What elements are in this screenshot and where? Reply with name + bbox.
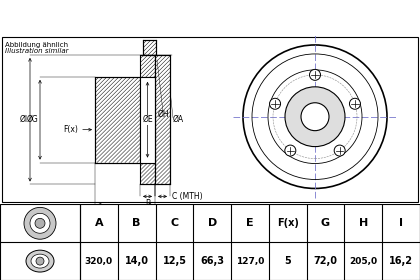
Text: 66,3: 66,3 [200, 256, 224, 266]
Bar [140, 77, 155, 163]
Bar [143, 40, 156, 55]
Text: Illustration similar: Illustration similar [5, 48, 68, 54]
Text: H: H [359, 218, 368, 228]
Circle shape [270, 98, 281, 109]
Text: G: G [321, 218, 330, 228]
Circle shape [285, 145, 296, 156]
Circle shape [24, 207, 56, 239]
Text: 14,0: 14,0 [125, 256, 149, 266]
Circle shape [243, 45, 387, 188]
Bar [155, 55, 170, 185]
Text: B: B [145, 199, 150, 208]
Text: D: D [122, 207, 128, 216]
Text: 24.0114-0118.1    414118: 24.0114-0118.1 414118 [91, 8, 329, 27]
Text: ØH: ØH [158, 110, 170, 119]
Text: I: I [399, 218, 403, 228]
Text: F(x): F(x) [63, 125, 78, 134]
Text: A: A [94, 218, 103, 228]
Text: 320,0: 320,0 [85, 256, 113, 266]
Bar [140, 163, 155, 185]
Text: ØI: ØI [20, 115, 28, 124]
Circle shape [301, 103, 329, 131]
Bar [140, 55, 155, 77]
Text: 12,5: 12,5 [163, 256, 186, 266]
Ellipse shape [26, 250, 54, 272]
Text: 205,0: 205,0 [349, 256, 378, 266]
Text: ØG: ØG [26, 115, 38, 124]
Text: ATE: ATE [289, 111, 351, 138]
Text: D: D [207, 218, 217, 228]
Text: 127,0: 127,0 [236, 256, 264, 266]
Text: 5: 5 [284, 256, 291, 266]
Text: ØE: ØE [142, 115, 153, 124]
Text: 16,2: 16,2 [389, 256, 413, 266]
Circle shape [36, 257, 44, 265]
Text: F(x): F(x) [277, 218, 299, 228]
Circle shape [334, 145, 345, 156]
Text: 72,0: 72,0 [314, 256, 338, 266]
Circle shape [35, 218, 45, 228]
Circle shape [285, 87, 345, 147]
Bar [95, 77, 140, 163]
Circle shape [30, 213, 50, 233]
Text: C (MTH): C (MTH) [172, 192, 202, 201]
Text: Abbildung ähnlich: Abbildung ähnlich [5, 42, 68, 48]
Circle shape [310, 69, 320, 80]
Circle shape [349, 98, 360, 109]
Text: B: B [132, 218, 141, 228]
Ellipse shape [31, 254, 49, 268]
Text: ØA: ØA [173, 115, 184, 124]
Text: E: E [246, 218, 254, 228]
Text: C: C [171, 218, 178, 228]
